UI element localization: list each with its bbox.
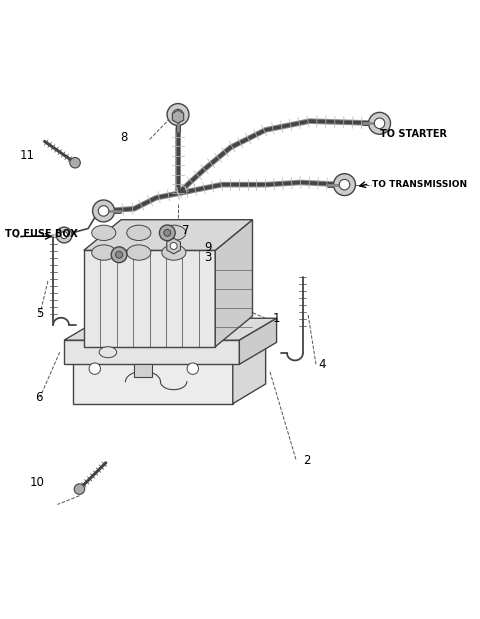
Circle shape (89, 363, 100, 374)
Polygon shape (64, 318, 276, 340)
Text: 5: 5 (36, 308, 43, 321)
Ellipse shape (99, 347, 117, 358)
Circle shape (170, 243, 177, 249)
Circle shape (74, 484, 84, 495)
Circle shape (116, 251, 122, 258)
Text: 9: 9 (204, 241, 212, 254)
Polygon shape (233, 340, 265, 404)
Text: TO STARTER: TO STARTER (381, 129, 447, 139)
Text: 8: 8 (120, 131, 128, 144)
Text: 10: 10 (30, 476, 44, 489)
Bar (64, 340, 240, 364)
Circle shape (56, 227, 72, 243)
Polygon shape (215, 220, 252, 347)
Polygon shape (240, 318, 276, 364)
Circle shape (111, 247, 127, 262)
Circle shape (173, 110, 183, 120)
Circle shape (159, 225, 175, 241)
Text: TO TRANSMISSION: TO TRANSMISSION (372, 180, 467, 189)
Polygon shape (84, 220, 252, 250)
Text: 1: 1 (272, 312, 280, 325)
Circle shape (334, 174, 356, 196)
Text: 11: 11 (19, 149, 35, 162)
Circle shape (93, 200, 115, 222)
Ellipse shape (92, 245, 116, 260)
Text: TO FUSE BOX: TO FUSE BOX (5, 229, 78, 239)
Bar (73, 360, 233, 404)
Ellipse shape (162, 225, 186, 241)
Text: 3: 3 (204, 251, 212, 264)
Ellipse shape (127, 245, 151, 260)
Polygon shape (134, 364, 152, 378)
Text: 2: 2 (303, 454, 311, 467)
Circle shape (369, 113, 391, 134)
Polygon shape (73, 340, 265, 360)
Circle shape (164, 229, 171, 236)
Polygon shape (132, 237, 176, 270)
Ellipse shape (127, 225, 151, 241)
Circle shape (187, 363, 199, 374)
Circle shape (167, 103, 189, 126)
Text: 4: 4 (318, 358, 326, 371)
Text: 6: 6 (36, 391, 43, 404)
Circle shape (374, 118, 385, 129)
Ellipse shape (162, 245, 186, 260)
Ellipse shape (92, 225, 116, 241)
Circle shape (60, 232, 68, 238)
Text: 7: 7 (182, 224, 190, 237)
Circle shape (339, 180, 350, 190)
Circle shape (70, 157, 80, 168)
FancyBboxPatch shape (84, 250, 215, 347)
Circle shape (98, 206, 109, 216)
